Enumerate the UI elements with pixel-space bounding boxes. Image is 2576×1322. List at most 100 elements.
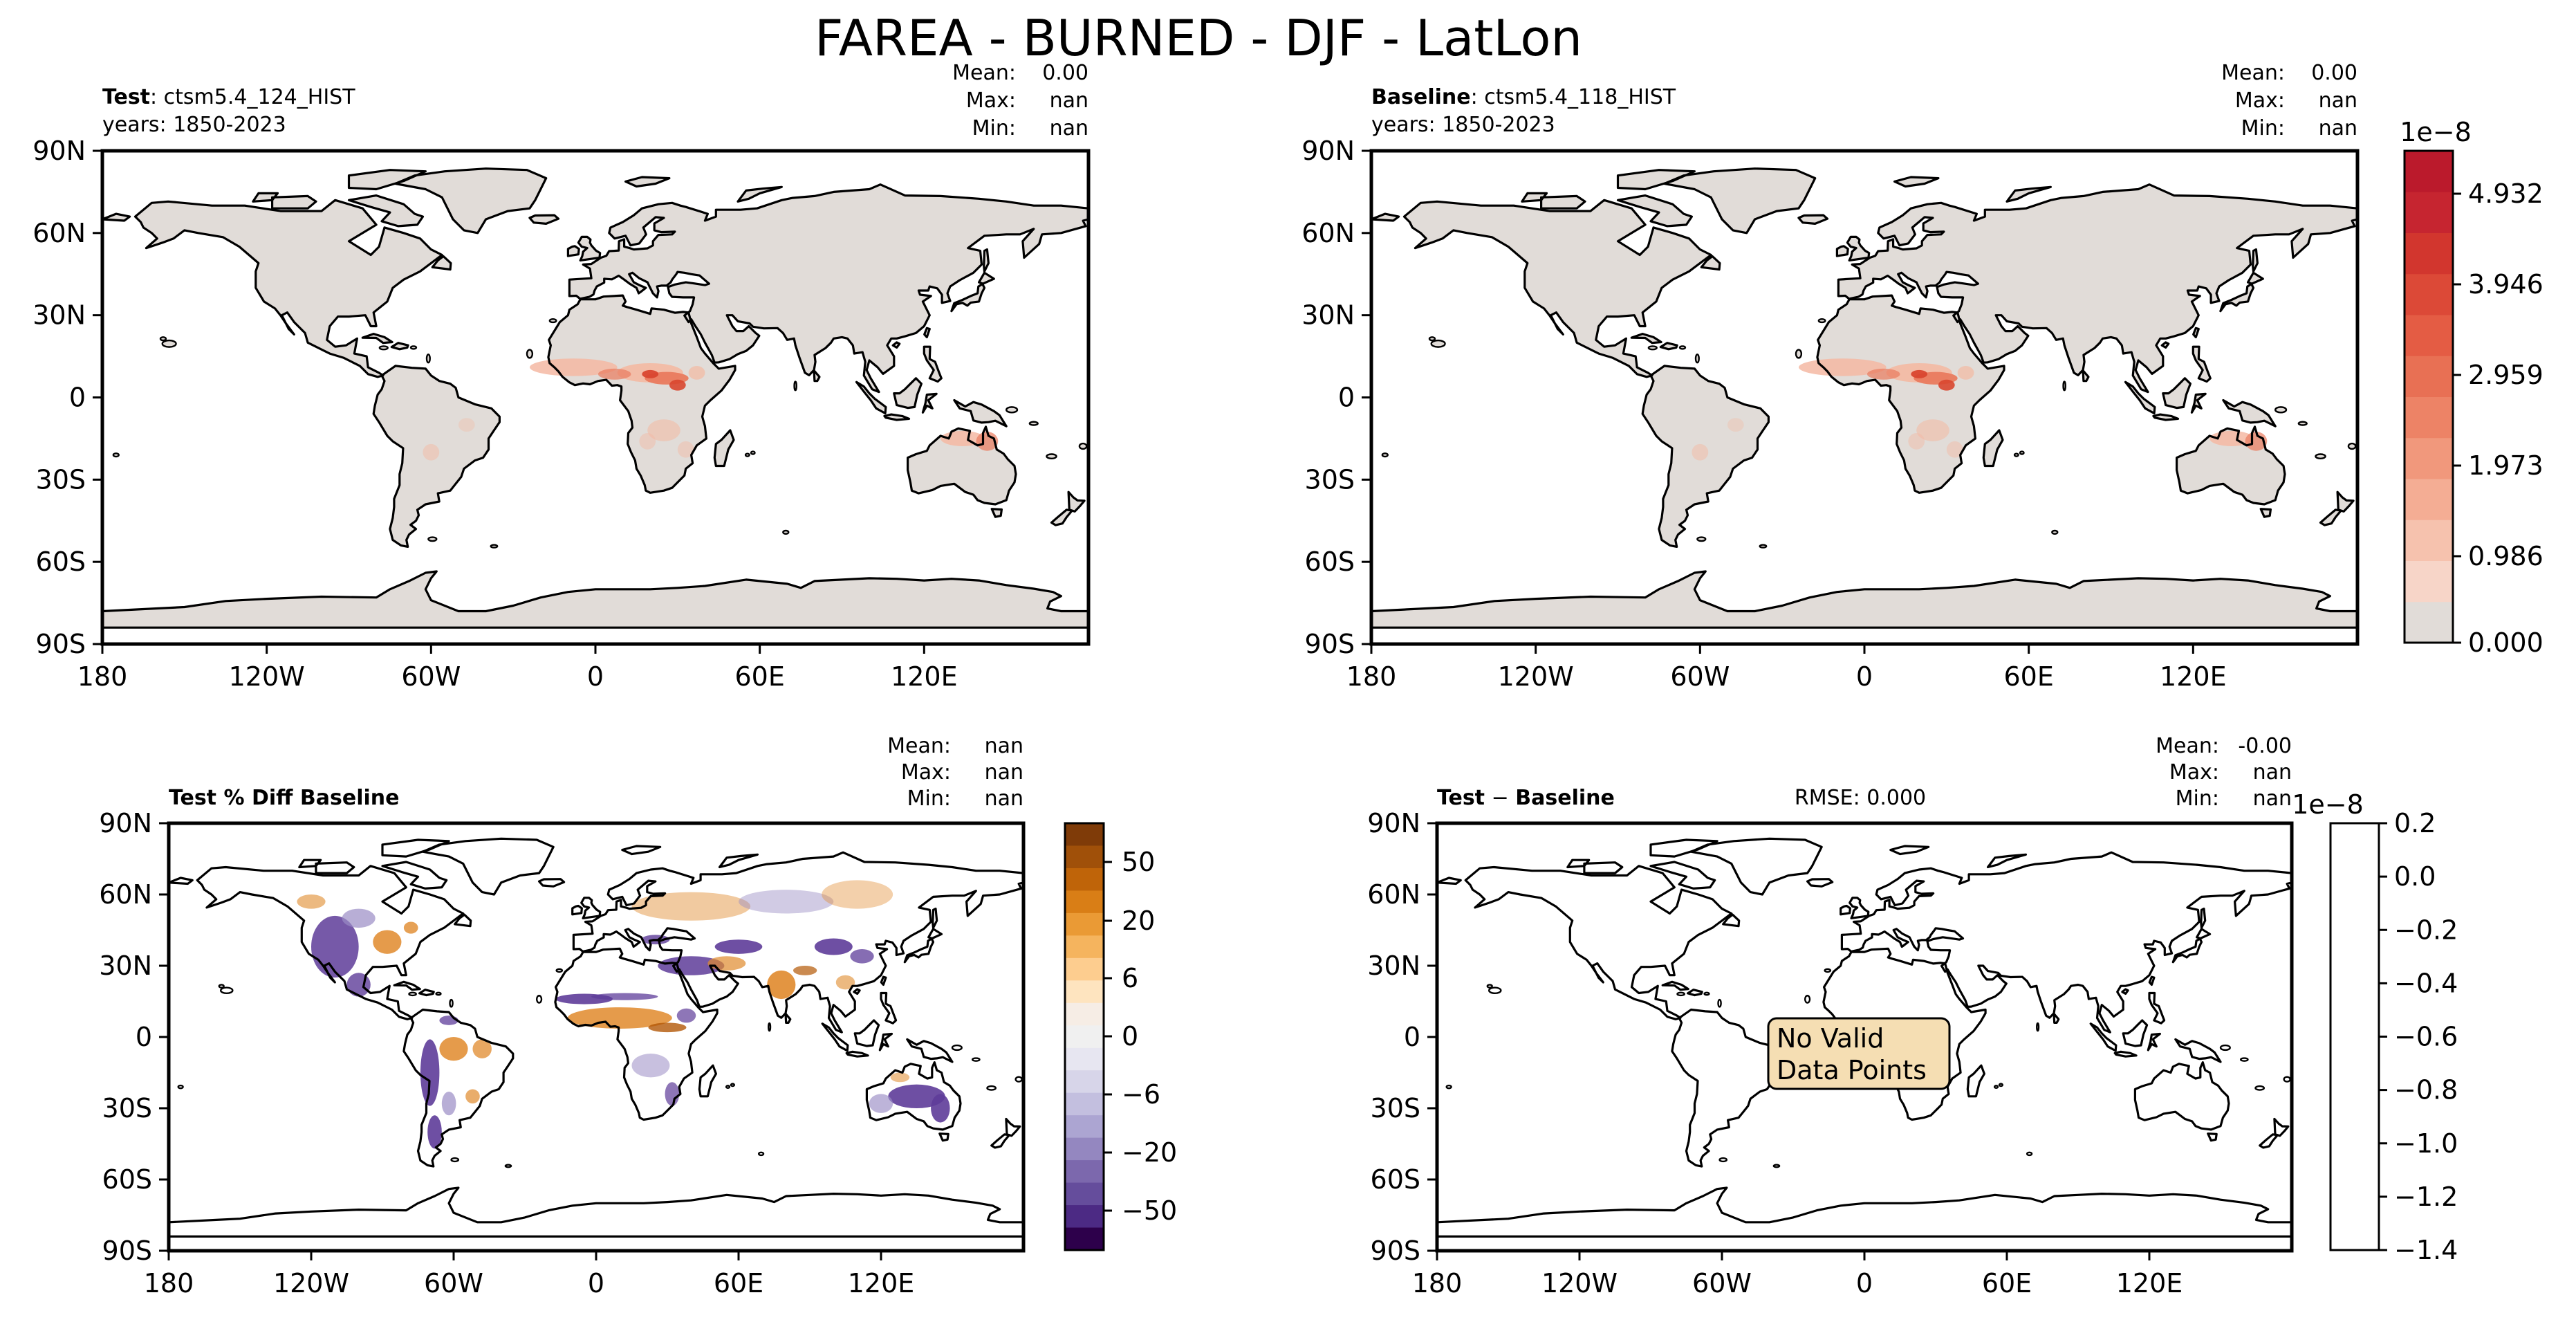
colorbar-bin: [1065, 890, 1104, 914]
island-coast-17: [177, 1084, 184, 1090]
island-coast-0: [161, 339, 177, 348]
data-field-11: [2245, 432, 2268, 451]
coastline-hainan: [891, 341, 901, 349]
stat-mean-value: -0.00: [2238, 734, 2292, 758]
coastline-greenland: [1689, 837, 1823, 896]
coastline-srilanka: [2082, 369, 2090, 383]
panel-test: 180 120W 60W 0 60E 120E 90N 60N 30N 0 30S 60S 90S Tes…: [33, 61, 1091, 692]
coastline-newzealandS: [2319, 508, 2342, 526]
coastline-sakhalin: [983, 248, 990, 273]
coastline-hokkaido: [2247, 271, 2264, 285]
island-coast-10: [951, 1044, 963, 1052]
island-coast-17: [112, 452, 120, 458]
colorbar-frame: [2329, 822, 2380, 1251]
x-tick-label: 0: [1856, 1268, 1873, 1298]
land-newguinea: [2223, 400, 2276, 427]
coastline-greenland: [1663, 167, 1817, 235]
coastline-banks: [252, 192, 279, 203]
coastline-southAmerica: [402, 1008, 515, 1168]
coastline-tasmania: [2207, 1132, 2218, 1142]
x-tick-label: 60W: [401, 661, 461, 692]
coastline-africa: [554, 947, 719, 1121]
island-0: [1431, 340, 1445, 347]
coastline-britain: [1846, 235, 1871, 261]
land-antarctica: [102, 571, 1088, 628]
island-coast-11: [1993, 1085, 1999, 1090]
island-coast-8: [2315, 453, 2326, 460]
colorbar-bin: [2404, 151, 2453, 192]
coastline-hokkaido: [978, 271, 995, 285]
x-tick-label: 120E: [891, 661, 958, 692]
coastline-java: [2152, 413, 2180, 421]
colorbar-exponent: 1e−8: [2292, 789, 2364, 820]
data-field-9: [439, 1037, 468, 1061]
panel-title-left: Test: [1437, 786, 1485, 810]
data-field-11: [976, 432, 999, 451]
data-field-22: [714, 939, 763, 954]
island-coast-1: [1486, 984, 1493, 989]
x-tick-label: 120W: [1498, 661, 1574, 692]
island-coast-15: [2051, 529, 2059, 535]
coastline-java: [845, 1050, 869, 1058]
y-tick-label: 0: [69, 383, 86, 413]
land-newguinea: [954, 400, 1007, 427]
island-coast-8: [2254, 1085, 2265, 1091]
data-field-5: [346, 973, 371, 997]
coastline-cuba: [361, 333, 393, 345]
island-coast-16: [2062, 380, 2066, 392]
coastline-sulawesi: [2147, 1032, 2161, 1052]
island-coast-13: [450, 1157, 460, 1163]
y-tick-label: 30S: [36, 464, 86, 495]
coastline-hainan: [2160, 341, 2170, 349]
coastline-baffin: [1616, 194, 1693, 228]
data-field-6: [420, 1039, 440, 1106]
coastline-newzealandS: [1050, 508, 1073, 526]
colorbar-tick-label: 1.973: [2468, 450, 2543, 481]
data-field-19: [665, 1082, 680, 1106]
coastline-srilanka: [813, 369, 821, 383]
y-tick-label: 60N: [1301, 218, 1355, 248]
colorbar-tick-label: −0.2: [2394, 915, 2458, 945]
panel-title: Test − Baseline: [1437, 786, 1615, 810]
colorbar-bin: [1065, 1115, 1104, 1139]
stat-mean-value: nan: [985, 734, 1023, 758]
y-tick-label: 60N: [33, 218, 86, 248]
coastline-madagascar: [1966, 1064, 1985, 1098]
panel-baseline: 180 120W 60W 0 60E 120E 90N 60N 30N 0 30S 60S 90S Bas…: [1301, 61, 2543, 692]
colorbar-bin: [2404, 560, 2453, 603]
coastline-cuba: [393, 980, 421, 991]
island-coast-3: [548, 318, 557, 324]
island-10: [2275, 407, 2287, 413]
island-coast-6: [1678, 345, 1687, 350]
coastline-sakhalin: [2252, 248, 2259, 273]
island-coast-9: [1028, 421, 1039, 426]
coastline-iceland: [528, 214, 560, 225]
data-field-31: [822, 880, 893, 909]
coastline-ireland: [1835, 245, 1849, 257]
data-field-34: [869, 1094, 893, 1113]
stat-mean-label: Mean:: [952, 61, 1016, 85]
coastline-sulawesi: [878, 1032, 893, 1052]
coastline-svalbard: [621, 845, 662, 856]
colorbar-bin: [1065, 867, 1104, 891]
y-tick-label: 0: [1404, 1022, 1420, 1052]
coastline-taiwan: [2148, 975, 2156, 986]
coastline-java: [2113, 1050, 2138, 1058]
coastline-kamchatkaTip: [1437, 876, 1462, 885]
stat-min-value: nan: [2253, 787, 2292, 811]
data-field-6: [1957, 365, 1974, 380]
island-coast-8: [1046, 453, 1057, 460]
colorbar-bin: [1065, 823, 1104, 846]
coastline-eurasia: [1840, 851, 2292, 1034]
coastline-greenland: [394, 167, 548, 235]
coastline-eurasia: [1837, 183, 2357, 394]
coastline-madagascar: [698, 1064, 717, 1098]
colorbar-bin: [1065, 1160, 1104, 1184]
data-field-0: [529, 358, 618, 376]
coastline-tasmania: [990, 508, 1003, 518]
y-tick-label: 90S: [102, 1236, 152, 1266]
x-tick-label: 120E: [2116, 1268, 2183, 1298]
data-field-4: [403, 921, 418, 934]
x-tick-label: 120W: [229, 661, 305, 692]
coastline-sumatra: [855, 380, 887, 415]
